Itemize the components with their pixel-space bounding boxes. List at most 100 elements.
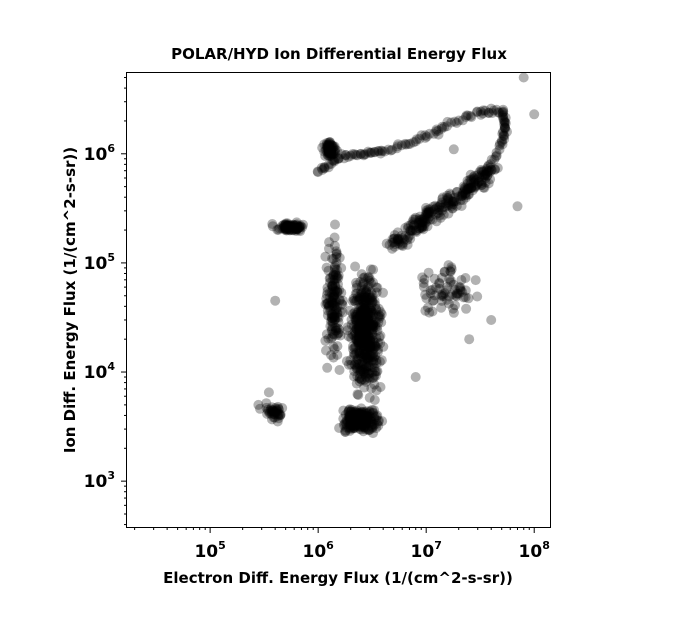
data-point — [500, 123, 511, 134]
data-point — [443, 193, 454, 204]
data-point — [364, 275, 375, 286]
data-point — [277, 220, 288, 231]
data-point — [363, 331, 374, 342]
data-point — [345, 418, 356, 429]
data-point — [365, 341, 376, 352]
data-point — [295, 220, 306, 231]
data-point — [358, 345, 369, 355]
data-point — [452, 187, 462, 198]
data-point — [472, 291, 483, 302]
data-point — [356, 412, 367, 423]
data-point — [328, 352, 339, 363]
data-point — [362, 352, 373, 363]
data-point — [329, 278, 340, 289]
data-point — [459, 183, 470, 194]
data-point — [355, 408, 366, 419]
data-point — [457, 191, 468, 201]
data-point — [431, 282, 441, 293]
data-point — [462, 110, 473, 121]
data-point — [327, 295, 338, 306]
data-point — [345, 355, 356, 366]
data-point — [366, 383, 377, 394]
data-point — [420, 215, 431, 226]
data-point — [367, 330, 378, 341]
data-point — [474, 167, 485, 178]
data-point — [275, 410, 285, 420]
data-point — [329, 300, 340, 311]
data-point — [447, 203, 458, 214]
data-point — [323, 137, 334, 148]
data-point — [367, 328, 378, 339]
data-point — [480, 170, 490, 180]
data-point — [362, 354, 372, 364]
data-point — [464, 334, 475, 345]
data-point — [370, 341, 381, 351]
data-point — [331, 304, 342, 315]
data-point — [363, 315, 374, 326]
data-point — [423, 204, 434, 215]
data-point — [329, 274, 340, 285]
data-point — [354, 421, 365, 432]
data-point — [333, 153, 344, 164]
data-point — [334, 285, 345, 296]
data-point — [499, 122, 510, 133]
data-point — [324, 145, 335, 156]
data-point — [363, 343, 374, 354]
data-point — [283, 220, 294, 231]
data-point — [357, 360, 368, 371]
data-point — [360, 422, 371, 433]
data-point — [345, 410, 356, 421]
data-point — [330, 280, 341, 291]
data-point — [366, 342, 377, 352]
data-point — [351, 334, 362, 345]
data-point — [469, 170, 480, 181]
data-point — [359, 272, 370, 283]
data-point — [411, 134, 422, 145]
data-point — [327, 289, 338, 300]
data-point — [332, 287, 343, 298]
data-point — [357, 324, 368, 335]
data-point — [370, 303, 381, 314]
data-point — [349, 295, 360, 306]
data-point — [364, 325, 375, 336]
data-point — [273, 410, 284, 421]
data-point — [350, 314, 361, 325]
data-point — [291, 224, 302, 235]
data-point — [371, 418, 382, 429]
data-point — [367, 355, 378, 366]
data-point — [397, 233, 408, 244]
data-point — [499, 131, 510, 141]
data-point — [355, 149, 366, 160]
data-point — [363, 272, 374, 282]
data-point — [358, 344, 369, 355]
data-point — [359, 284, 370, 295]
data-point — [445, 266, 456, 277]
data-point — [369, 395, 380, 405]
data-point — [360, 307, 371, 318]
y-axis-label: Ion Diff. Energy Flux (1/(cm^2-s-sr)) — [61, 147, 79, 453]
data-point — [460, 184, 470, 195]
data-point — [449, 196, 460, 207]
data-point — [324, 146, 335, 157]
data-point — [421, 131, 432, 142]
data-point — [351, 295, 362, 306]
data-point — [355, 302, 366, 313]
data-point — [360, 369, 371, 380]
data-point — [414, 216, 425, 226]
data-point — [325, 142, 336, 152]
data-point — [360, 327, 371, 338]
data-point — [360, 307, 371, 317]
data-point — [422, 208, 433, 219]
data-point — [353, 414, 364, 424]
data-point — [371, 423, 382, 434]
data-point — [325, 145, 336, 155]
data-point — [326, 147, 336, 157]
data-point — [347, 420, 358, 431]
data-point — [345, 422, 356, 433]
data-point — [358, 278, 369, 289]
data-point — [284, 225, 295, 236]
data-point — [436, 202, 447, 213]
data-point — [363, 337, 374, 348]
data-point — [407, 216, 418, 227]
data-point — [348, 423, 359, 434]
